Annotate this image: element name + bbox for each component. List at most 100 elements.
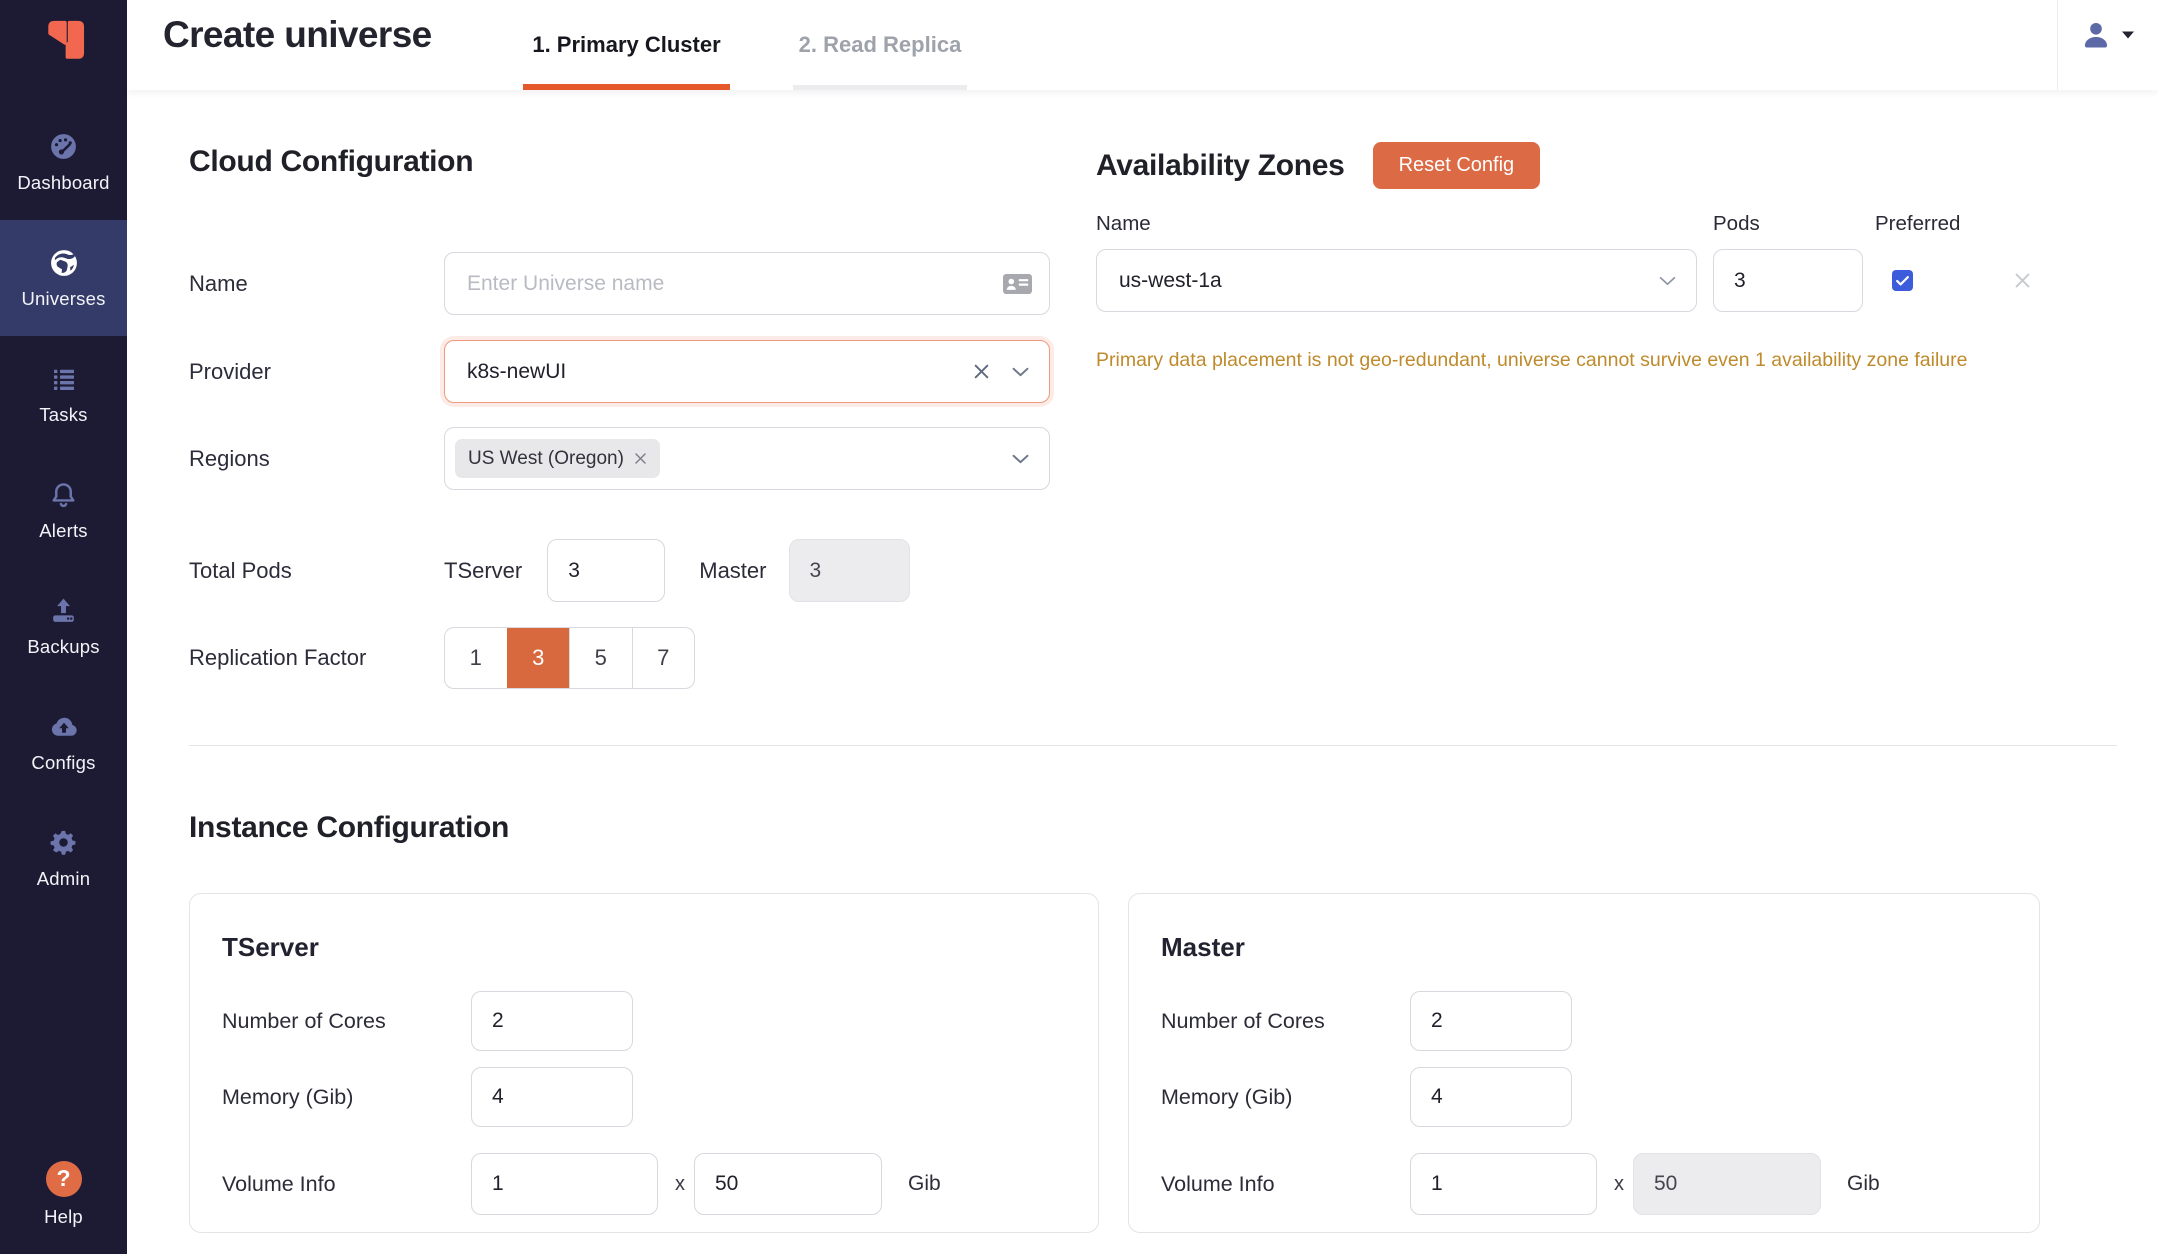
az-name-value: us-west-1a bbox=[1119, 268, 1222, 292]
total-pods-label: Total Pods bbox=[189, 557, 292, 583]
replication-option-3[interactable]: 3 bbox=[506, 628, 569, 688]
chevron-down-icon[interactable] bbox=[1012, 367, 1029, 377]
tserver-volume-size-input[interactable] bbox=[694, 1153, 882, 1215]
regions-field-row: Regions US West (Oregon) bbox=[189, 427, 1069, 490]
sidebar-item-backups[interactable]: Backups bbox=[0, 568, 127, 684]
name-field-row: Name bbox=[189, 252, 1069, 315]
sidebar: Dashboard Universes bbox=[0, 0, 127, 1254]
sidebar-item-label: Help bbox=[44, 1205, 83, 1227]
tserver-memory-input[interactable] bbox=[471, 1067, 633, 1127]
replication-factor-label: Replication Factor bbox=[189, 645, 367, 670]
tserver-volume-row: Volume Info x Gib bbox=[222, 1153, 1066, 1215]
master-volume-count-input[interactable] bbox=[1410, 1153, 1597, 1215]
master-volume-row: Volume Info x Gib bbox=[1161, 1153, 2007, 1215]
remove-az-icon[interactable] bbox=[2013, 271, 2032, 290]
chevron-down-icon[interactable] bbox=[1012, 454, 1029, 464]
volume-unit: Gib bbox=[1847, 1172, 1880, 1195]
volume-unit: Gib bbox=[908, 1172, 941, 1195]
tserver-volume-count-input[interactable] bbox=[471, 1153, 658, 1215]
tserver-cores-input[interactable] bbox=[471, 991, 633, 1051]
master-memory-input[interactable] bbox=[1410, 1067, 1572, 1127]
replication-option-7[interactable]: 7 bbox=[631, 628, 695, 688]
replication-option-1[interactable]: 1 bbox=[469, 645, 482, 670]
instance-configuration-section: Instance Configuration TServer Number of… bbox=[189, 802, 2158, 1233]
instance-configuration-title: Instance Configuration bbox=[189, 811, 510, 844]
sidebar-item-label: Dashboard bbox=[17, 171, 110, 193]
caret-down-icon bbox=[2122, 31, 2134, 39]
tab-read-replica[interactable]: 2. Read Replica bbox=[793, 0, 967, 90]
sidebar-item-label: Admin bbox=[36, 867, 91, 889]
dashboard-icon bbox=[48, 131, 80, 163]
cores-label: Number of Cores bbox=[1161, 1008, 1325, 1033]
chevron-down-icon bbox=[1659, 276, 1676, 285]
master-cores-input[interactable] bbox=[1410, 991, 1572, 1051]
tserver-pods-label: TServer bbox=[444, 557, 523, 583]
tserver-card-title: TServer bbox=[222, 932, 319, 962]
cloud-configuration-title: Cloud Configuration bbox=[189, 145, 474, 178]
name-label: Name bbox=[189, 270, 248, 296]
sidebar-item-admin[interactable]: Admin bbox=[0, 800, 127, 916]
tab-label: 1. Primary Cluster bbox=[532, 32, 721, 57]
az-column-name: Name bbox=[1096, 212, 1151, 235]
universes-icon bbox=[48, 247, 80, 279]
user-menu-button[interactable] bbox=[2079, 18, 2134, 52]
master-pods-label: Master bbox=[699, 557, 767, 583]
tasks-icon bbox=[48, 363, 80, 395]
replication-factor-row: Replication Factor 1 3 5 7 bbox=[189, 627, 1069, 689]
cloud-configuration-section: Cloud Configuration Name bbox=[189, 90, 1069, 689]
sidebar-item-universes[interactable]: Universes bbox=[0, 220, 127, 336]
master-memory-row: Memory (Gib) bbox=[1161, 1067, 2007, 1127]
sidebar-item-label: Tasks bbox=[39, 403, 88, 425]
availability-zones-section: Availability Zones Reset Config Name Pod… bbox=[1096, 90, 2158, 372]
preferred-checkbox[interactable] bbox=[1892, 270, 1913, 291]
az-row: us-west-1a bbox=[1096, 249, 2158, 312]
volume-info-label: Volume Info bbox=[1161, 1171, 1275, 1196]
section-divider bbox=[189, 745, 2117, 746]
sidebar-item-dashboard[interactable]: Dashboard bbox=[0, 104, 127, 220]
replication-option-5[interactable]: 5 bbox=[569, 628, 632, 688]
sidebar-item-help[interactable]: Help bbox=[0, 1142, 127, 1246]
check-icon bbox=[1896, 275, 1909, 285]
memory-label: Memory (Gib) bbox=[222, 1084, 354, 1109]
master-cores-row: Number of Cores bbox=[1161, 991, 2007, 1051]
alerts-icon bbox=[48, 479, 80, 511]
master-pods-input bbox=[788, 539, 910, 602]
az-name-select[interactable]: us-west-1a bbox=[1096, 249, 1697, 312]
master-card-title: Master bbox=[1161, 932, 1245, 962]
sidebar-item-alerts[interactable]: Alerts bbox=[0, 452, 127, 568]
main-content: Cloud Configuration Name bbox=[127, 90, 2158, 1254]
region-chip: US West (Oregon) bbox=[455, 439, 660, 478]
yugabyte-logo[interactable] bbox=[0, 0, 127, 104]
az-column-pods: Pods bbox=[1713, 212, 1760, 235]
tserver-pods-input[interactable] bbox=[547, 539, 666, 602]
tserver-cores-row: Number of Cores bbox=[222, 991, 1066, 1051]
clear-provider-icon[interactable] bbox=[973, 363, 990, 380]
sidebar-item-configs[interactable]: Configs bbox=[0, 684, 127, 800]
help-icon bbox=[45, 1160, 82, 1197]
provider-select[interactable]: k8s-newUI bbox=[444, 340, 1050, 403]
volume-info-label: Volume Info bbox=[222, 1171, 336, 1196]
provider-field-row: Provider k8s-newUI bbox=[189, 340, 1069, 403]
tserver-card: TServer Number of Cores Memory (Gib) Vol… bbox=[189, 893, 1099, 1233]
page-title: Create universe bbox=[163, 14, 432, 55]
master-volume-size-input bbox=[1633, 1153, 1821, 1215]
az-pods-input[interactable] bbox=[1713, 249, 1863, 312]
volume-multiplier: x bbox=[1614, 1172, 1624, 1195]
header: Create universe 1. Primary Cluster 2. Re… bbox=[127, 0, 2158, 90]
contact-card-icon[interactable] bbox=[1002, 271, 1033, 296]
sidebar-item-label: Backups bbox=[27, 635, 100, 657]
remove-region-icon[interactable] bbox=[634, 452, 647, 465]
master-card: Master Number of Cores Memory (Gib) Volu… bbox=[1128, 893, 2040, 1233]
sidebar-item-tasks[interactable]: Tasks bbox=[0, 336, 127, 452]
provider-value: k8s-newUI bbox=[467, 359, 567, 383]
universe-name-input[interactable] bbox=[445, 253, 1049, 314]
regions-select[interactable]: US West (Oregon) bbox=[444, 427, 1050, 490]
geo-redundancy-warning: Primary data placement is not geo-redund… bbox=[1096, 349, 1968, 371]
reset-config-button[interactable]: Reset Config bbox=[1372, 142, 1541, 189]
yugabyte-logo-icon bbox=[47, 20, 84, 59]
memory-label: Memory (Gib) bbox=[1161, 1084, 1293, 1109]
total-pods-row: Total Pods TServer Master bbox=[189, 539, 1069, 602]
tab-primary-cluster[interactable]: 1. Primary Cluster bbox=[523, 0, 730, 90]
sidebar-nav: Dashboard Universes bbox=[0, 104, 127, 916]
